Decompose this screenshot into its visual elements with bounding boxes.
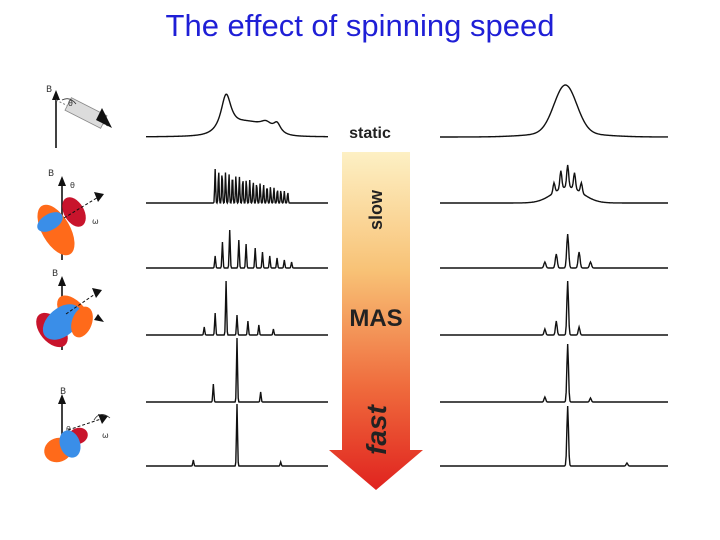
speed-arrow: static slow MAS fast (329, 125, 423, 490)
right-spectra-column (440, 84, 668, 467)
right-spectrum-fast-1 (440, 343, 668, 403)
right-spectrum-fast-2 (440, 405, 668, 467)
label-static: static (349, 125, 391, 142)
right-spectrum-slow-1 (440, 164, 668, 204)
left-spectra-column (146, 93, 328, 467)
rotor-diagram-medium: B (36, 269, 104, 350)
angle-label-1: θ (68, 99, 73, 108)
left-spectrum-static (146, 93, 328, 138)
field-label-3: B (52, 269, 58, 279)
right-spectrum-medium (440, 280, 668, 336)
field-label-2: B (48, 169, 54, 179)
speed-arrow-shape (329, 152, 423, 490)
left-spectrum-fast-1 (146, 337, 328, 403)
right-spectrum-static (440, 84, 668, 138)
rotor-diagram-slow: B θ ω (37, 169, 104, 260)
left-spectrum-medium (146, 280, 328, 336)
slide-title: The effect of spinning speed (165, 8, 555, 43)
rotor-diagram-static: B θ (46, 85, 112, 148)
label-slow: slow (366, 189, 386, 230)
angle-label-2: θ (70, 181, 75, 190)
label-mas: MAS (349, 305, 402, 332)
field-label-1: B (46, 85, 52, 95)
field-label-4: B (60, 387, 66, 397)
rotor-diagram-fast: B θ ω (44, 387, 111, 463)
left-spectrum-fast-2 (146, 403, 328, 467)
left-spectrum-slow-2 (146, 229, 328, 269)
rotor-angle-label-2: ω (102, 431, 109, 440)
left-spectrum-slow-1 (146, 168, 328, 205)
right-spectrum-slow-2 (440, 233, 668, 269)
rotor-angle-label-1: ω (92, 217, 99, 226)
label-fast: fast (361, 403, 392, 454)
